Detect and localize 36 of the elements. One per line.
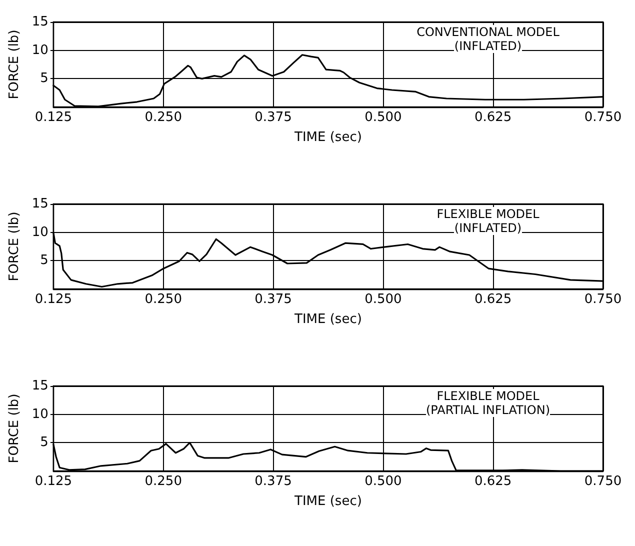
annotation: CONVENTIONAL MODEL (INFLATED) (416, 25, 560, 53)
x-tick-label: 0.250 (144, 292, 182, 307)
annotation: FLEXIBLE MODEL (PARTIAL INFLATION) (426, 389, 550, 417)
y-tick-label: 5 (40, 253, 48, 268)
x-axis-title: TIME (sec) (294, 130, 362, 145)
x-axis-title: TIME (sec) (294, 494, 362, 509)
x-tick-label: 0.375 (254, 474, 292, 489)
y-tick-label: 10 (32, 224, 48, 240)
x-tick-label: 0.250 (144, 110, 182, 125)
x-tick-label: 0.125 (34, 110, 72, 125)
x-tick-label: 0.625 (474, 292, 512, 307)
y-tick-label: 5 (40, 435, 48, 450)
x-tick-label: 0.125 (34, 292, 72, 307)
x-tick-label: 0.375 (254, 110, 292, 125)
x-tick-label: 0.250 (144, 474, 182, 489)
y-tick-label: 15 (32, 14, 48, 30)
y-axis-title: FORCE (lb) (7, 212, 22, 282)
x-axis-title: TIME (sec) (294, 312, 362, 327)
x-tick-label: 0.750 (584, 474, 622, 489)
y-tick-label: 15 (32, 196, 48, 212)
x-tick-label: 0.500 (364, 292, 402, 307)
y-tick-label: 5 (40, 71, 48, 86)
annotation: FLEXIBLE MODEL (INFLATED) (436, 207, 540, 235)
y-tick-label: 15 (32, 378, 48, 394)
y-axis-title: FORCE (lb) (7, 394, 22, 464)
y-axis-title: FORCE (lb) (7, 30, 22, 100)
x-tick-label: 0.750 (584, 292, 622, 307)
y-tick-label: 10 (32, 406, 48, 422)
x-tick-label: 0.500 (364, 474, 402, 489)
y-tick-label: 10 (32, 42, 48, 58)
x-tick-label: 0.125 (34, 474, 72, 489)
x-tick-label: 0.500 (364, 110, 402, 125)
x-tick-label: 0.625 (474, 474, 512, 489)
x-tick-label: 0.625 (474, 110, 512, 125)
x-tick-label: 0.750 (584, 110, 622, 125)
x-tick-label: 0.375 (254, 292, 292, 307)
